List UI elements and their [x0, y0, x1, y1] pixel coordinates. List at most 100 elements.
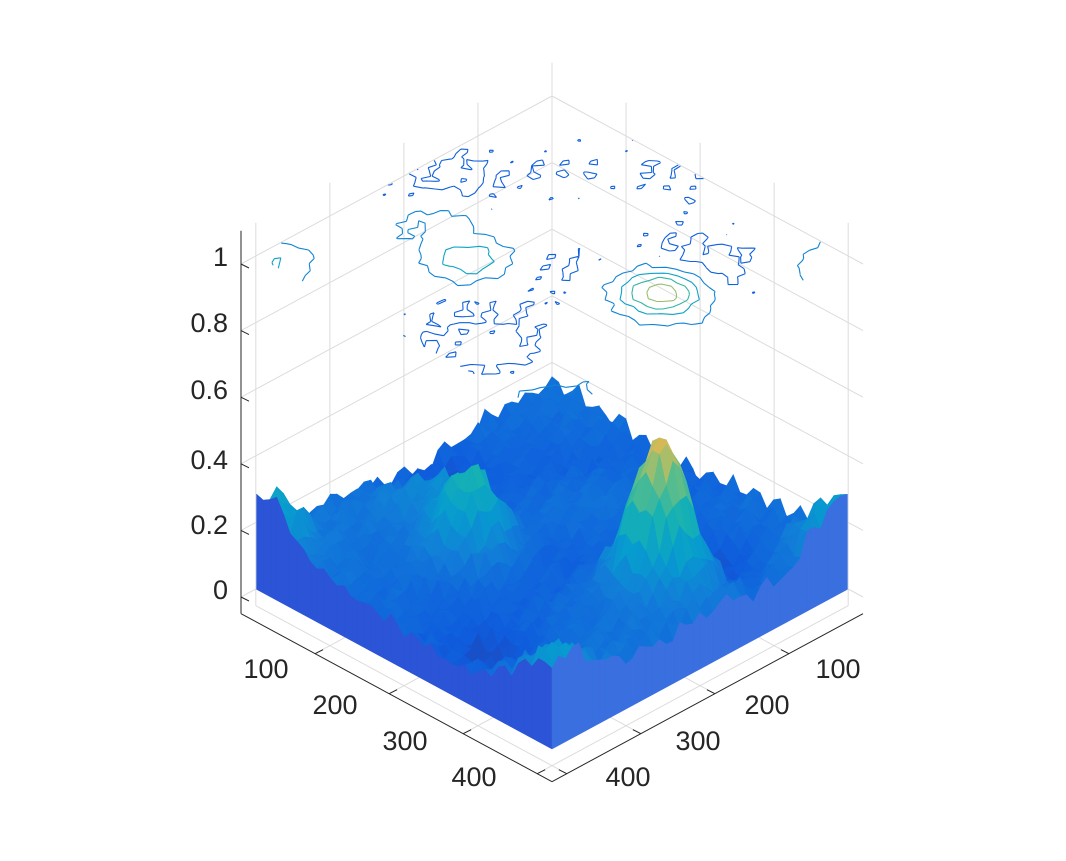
x-tick-label: 100 [243, 654, 288, 684]
surface-skirt [531, 657, 539, 743]
surface-skirt [404, 632, 412, 674]
surface-skirt [323, 568, 331, 630]
surface-skirt [330, 577, 338, 634]
surface-skirt [357, 600, 365, 648]
surface-skirt [746, 594, 754, 645]
z-tick-mark [240, 596, 250, 602]
surface-skirt [316, 568, 324, 627]
surface-skirt [806, 527, 815, 612]
y-tick-label: 100 [815, 654, 860, 684]
y-tick-label: 300 [675, 726, 720, 756]
surface-skirt [766, 576, 774, 634]
surface-skirt [518, 658, 526, 735]
x-tick-label: 300 [382, 726, 427, 756]
x-tick-label: 200 [312, 690, 357, 720]
z-tick-label: 1 [213, 242, 228, 272]
x-tick-mark [462, 729, 472, 735]
x-tick-mark [314, 649, 324, 655]
surface-skirt [793, 557, 801, 619]
y-tick-mark [558, 769, 568, 775]
surface-skirt [504, 665, 512, 728]
surface-skirt [833, 495, 841, 598]
z-tick-label: 0.2 [190, 510, 228, 540]
surface-skirt [484, 668, 492, 717]
surface-skirt [437, 656, 445, 692]
surface-skirt [263, 499, 271, 598]
x-axis-line [240, 613, 553, 783]
contour-line [646, 283, 678, 303]
surface-skirt [383, 612, 392, 663]
surface-skirt [310, 560, 318, 623]
surface-skirt [457, 664, 465, 703]
contour-line [271, 245, 700, 315]
surface-layer [256, 376, 848, 750]
y-tick-mark [632, 729, 642, 735]
z-tick-label: 0.4 [190, 445, 228, 475]
contour-line [631, 276, 690, 310]
z-grid-line [551, 95, 864, 265]
surface-skirt [350, 595, 358, 645]
z-tick-label: 0.6 [190, 375, 228, 405]
surface-skirt [598, 659, 606, 725]
surface-skirt [706, 611, 714, 666]
surface-skirt [498, 665, 506, 725]
surface-skirt [813, 527, 821, 608]
surface-skirt [840, 494, 848, 594]
x-tick-mark [536, 769, 546, 775]
y-tick-mark [780, 649, 790, 655]
surface-skirt [639, 645, 647, 703]
z-grid-line [240, 162, 553, 332]
z-grid-line [240, 228, 553, 398]
surface-skirt [665, 641, 674, 688]
surface-skirt [786, 566, 794, 623]
surface-skirt [679, 622, 687, 681]
surface-skirt [538, 657, 546, 746]
surface-skirt [827, 500, 835, 601]
z-tick-label: 0.8 [190, 308, 228, 338]
surface-skirt [303, 548, 311, 619]
contour-layer [271, 139, 821, 399]
surface-skirt [686, 623, 694, 677]
contour-line [281, 210, 821, 399]
surface-skirt [739, 594, 747, 648]
surface-skirt [410, 631, 418, 677]
surface-skirt [712, 601, 721, 663]
z-grid-line [551, 361, 864, 531]
surface-skirt [471, 671, 479, 710]
surface-skirt [370, 604, 378, 656]
surface-skirt [524, 658, 533, 739]
z-tick-mark [240, 463, 250, 469]
surface-skirt [336, 585, 345, 637]
surface-skirt [719, 593, 727, 659]
y-tick-label: 200 [744, 690, 789, 720]
z-tick-mark [240, 396, 250, 402]
z-tick-mark [240, 330, 250, 336]
z-tick-mark [240, 263, 250, 269]
z-grid-line [240, 361, 553, 531]
surface-skirt [296, 540, 304, 616]
x-tick-label: 400 [451, 762, 496, 792]
surface-skirt [780, 572, 788, 627]
y-tick-label: 400 [605, 762, 650, 792]
surface-skirt [733, 596, 741, 652]
x-tick-mark [388, 689, 398, 695]
surface-skirt [571, 642, 580, 739]
axis-layer [240, 230, 864, 783]
surface-skirt [269, 496, 277, 601]
surface-skirt [558, 655, 566, 746]
surface-skirt [551, 655, 559, 750]
surface-skirt [565, 646, 573, 743]
y-tick-mark [706, 689, 716, 695]
surface-skirt [699, 612, 707, 670]
surface-skirt [363, 602, 371, 652]
floor-grid-line [255, 605, 568, 775]
z-tick-label: 0 [213, 575, 228, 605]
contour-line [382, 139, 756, 375]
surface-skirt [592, 659, 600, 728]
z-tick-mark [240, 529, 250, 535]
surface-skirt [659, 639, 667, 692]
z-grid-line [551, 295, 864, 465]
surface-skirt [652, 638, 660, 696]
